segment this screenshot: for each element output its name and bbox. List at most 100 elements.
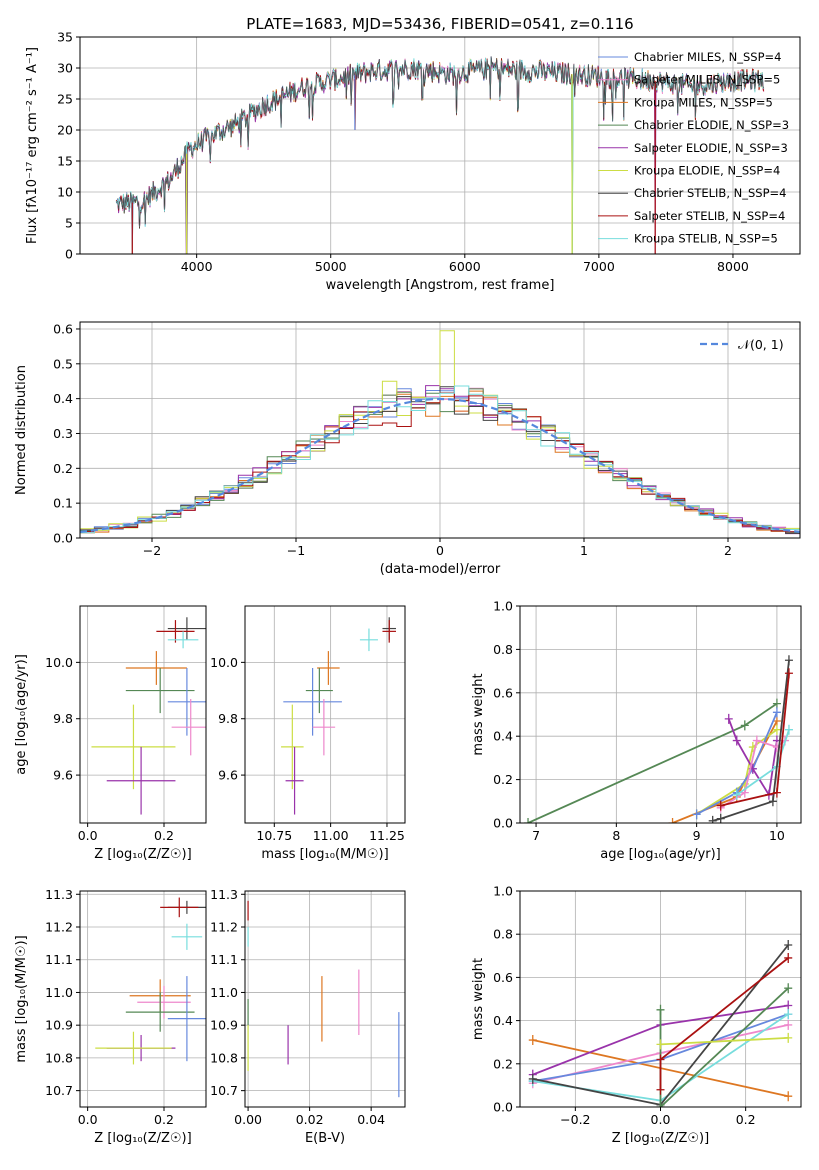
z-vs-mass-xtick-label: 0.0	[78, 1112, 98, 1127]
ebv-vs-mass-ytick-label: 11.2	[210, 920, 238, 935]
age-vs-weight-series-7-marker-2	[768, 796, 777, 807]
ebv-vs-mass-plot-area	[247, 900, 400, 1098]
ebv-vs-mass-ytick-label: 10.8	[210, 1050, 238, 1065]
z-vs-age-plot-area	[91, 617, 206, 815]
legend-label-2: Kroupa MILES, N_SSP=5	[634, 95, 773, 109]
ebv-vs-mass-ytick-label: 11.1	[210, 952, 238, 967]
z-vs-mass-ytick-label: 11.1	[45, 952, 73, 967]
z-vs-mass-ytick-label: 11.3	[45, 887, 73, 902]
spectrum-xtick-label: 5000	[315, 259, 347, 274]
mass-vs-age-panel: 10.75 11.00 11.25 9.6 9.8 10.0 mass [log₁₀(M/M…	[210, 605, 406, 862]
age-vs-weight-xtick-label: 7	[532, 828, 540, 843]
residuals-ytick-label: 0.6	[53, 321, 73, 336]
age-vs-weight-series-8-marker-0	[716, 800, 725, 811]
z-vs-age-xtick-label: 0.2	[154, 828, 174, 843]
age-vs-weight-plot-area	[524, 655, 793, 823]
z-vs-weight-ytick-label: 0.8	[493, 927, 513, 942]
age-vs-weight-ytick-label: 1.0	[493, 599, 513, 614]
spectrum-panel: Chabrier MILES, N_SSP=4 Salpeter MILES, N…	[25, 30, 801, 293]
z-vs-weight-plot-area	[528, 940, 793, 1107]
z-vs-mass-plot-area	[95, 897, 206, 1065]
z-vs-mass-ytick-label: 10.7	[45, 1083, 73, 1098]
age-vs-weight-series-4-marker-1	[732, 735, 741, 746]
spectrum-ytick-label: 35	[57, 30, 73, 45]
age-vs-weight-xtick-label: 8	[612, 828, 620, 843]
age-vs-weight-series-1-marker-0	[668, 818, 677, 823]
legend-label-0: Chabrier MILES, N_SSP=4	[634, 50, 781, 64]
residuals-xtick-label: 2	[724, 543, 732, 558]
legend-label-3: Chabrier ELODIE, N_SSP=3	[634, 118, 789, 132]
mass-vs-age-frame	[244, 605, 406, 824]
age-vs-weight-ytick-label: 0.6	[493, 685, 513, 700]
age-vs-weight-frame	[519, 605, 802, 824]
residuals-xtick-label: 1	[580, 543, 588, 558]
residuals-ytick-label: 0.0	[53, 531, 73, 546]
z-vs-weight-series-5-marker-2	[784, 940, 793, 950]
z-vs-mass-ytick-label: 11.0	[45, 985, 73, 1000]
residuals-panel: 𝒩(0, 1) −2 −1 0 1 2 0.0 0.1 0.2 0.3 0.4 0.5 0.6 (data…	[14, 321, 801, 577]
z-vs-mass-ytick-label: 10.9	[45, 1018, 73, 1033]
residuals-xtick-label: 0	[436, 543, 444, 558]
age-vs-weight-series-6-marker-2	[784, 724, 793, 735]
legend-label-7: Salpeter STELIB, N_SSP=4	[634, 209, 785, 223]
residuals-xtick-label: −2	[143, 543, 161, 558]
age-vs-weight-panel: 7 8 9 10 0.0 0.2 0.4 0.6 0.8 1.0 age [log₁₀(age/yr…	[471, 599, 802, 862]
ebv-vs-mass-frame	[244, 890, 406, 1108]
z-vs-mass-ylabel: mass [log₁₀(M/M☉)]	[14, 935, 29, 1062]
z-vs-weight-series-6-marker-2	[784, 983, 793, 994]
z-vs-weight-series-2-marker-2	[784, 1019, 793, 1030]
spectrum-xtick-label: 4000	[181, 259, 213, 274]
z-vs-mass-xtick-label: 0.2	[154, 1112, 174, 1127]
z-vs-weight-series-7-marker-1	[784, 1032, 793, 1043]
z-vs-weight-xtick-label: 0.2	[736, 1112, 756, 1127]
legend-label-1: Salpeter MILES, N_SSP=5	[634, 73, 780, 87]
age-vs-weight-series-7-marker-3	[784, 655, 793, 666]
ebv-vs-mass-ytick-label: 10.9	[210, 1018, 238, 1033]
spectrum-ytick-label: 5	[65, 216, 73, 231]
z-vs-weight-ylabel: mass weight	[471, 958, 486, 1040]
ebv-vs-mass-xlabel: E(B-V)	[305, 1131, 345, 1146]
spectrum-ytick-label: 20	[57, 123, 73, 138]
residuals-plot-area	[80, 330, 800, 538]
z-vs-mass-ytick-label: 11.2	[45, 920, 73, 935]
age-vs-weight-series-0-marker-1	[740, 720, 749, 731]
z-vs-weight-series-8-marker-2	[784, 952, 793, 963]
z-vs-age-xlabel: Z [log₁₀(Z/Z☉)]	[94, 847, 191, 862]
spectrum-ytick-label: 0	[65, 247, 73, 262]
age-vs-weight-series-7-marker-1	[716, 813, 725, 823]
ebv-vs-mass-xtick-label: 0.04	[357, 1112, 385, 1127]
charts-layer: Chabrier MILES, N_SSP=4 Salpeter MILES, N…	[14, 30, 802, 1146]
mass-vs-age-xtick-label: 11.00	[313, 828, 349, 843]
spectrum-legend: Chabrier MILES, N_SSP=4 Salpeter MILES, N…	[598, 50, 789, 246]
age-vs-weight-xtick-label: 9	[693, 828, 701, 843]
z-vs-age-ytick-label: 9.6	[53, 768, 73, 783]
spectrum-grid	[80, 36, 800, 255]
z-vs-weight-series-8-marker-0	[656, 1084, 665, 1095]
residual-hist-6	[80, 386, 800, 538]
age-vs-weight-series-1-marker-2	[772, 716, 781, 727]
spectrum-xlabel: wavelength [Angstrom, rest frame]	[326, 278, 555, 293]
z-vs-weight-xtick-label: −0.2	[560, 1112, 590, 1127]
z-vs-weight-ytick-label: 0.4	[493, 1013, 513, 1028]
age-vs-weight-xtick-label: 10	[769, 828, 785, 843]
normal-legend-label: 𝒩(0, 1)	[738, 337, 784, 352]
spectrum-ylabel: Flux [fλ10⁻¹⁷ erg cm⁻² s⁻¹ A⁻¹]	[25, 47, 40, 244]
z-vs-weight-series-8-marker-1	[656, 1054, 665, 1065]
legend-label-8: Kroupa STELIB, N_SSP=5	[634, 232, 778, 246]
spectrum-frame	[79, 36, 801, 255]
spectrum-line-6	[115, 56, 765, 254]
spectrum-xtick-label: 6000	[449, 259, 481, 274]
residuals-xtick-label: −1	[287, 543, 305, 558]
z-vs-weight-xlabel: Z [log₁₀(Z/Z☉)]	[612, 1131, 709, 1146]
z-vs-age-ytick-label: 10.0	[45, 655, 73, 670]
z-vs-weight-series-5-marker-0	[528, 1073, 537, 1084]
residuals-ytick-label: 0.2	[53, 461, 73, 476]
spectrum-ytick-label: 30	[57, 61, 73, 76]
z-vs-age-panel: 0.0 0.2 9.6 9.8 10.0 Z [log₁₀(Z/Z☉)] age [log₁…	[14, 605, 207, 862]
legend-label-5: Kroupa ELODIE, N_SSP=4	[634, 164, 780, 178]
age-vs-weight-series-5-marker-2	[752, 735, 761, 746]
z-vs-weight-series-0-marker-0	[528, 1035, 537, 1046]
z-vs-weight-ytick-label: 1.0	[493, 884, 513, 899]
